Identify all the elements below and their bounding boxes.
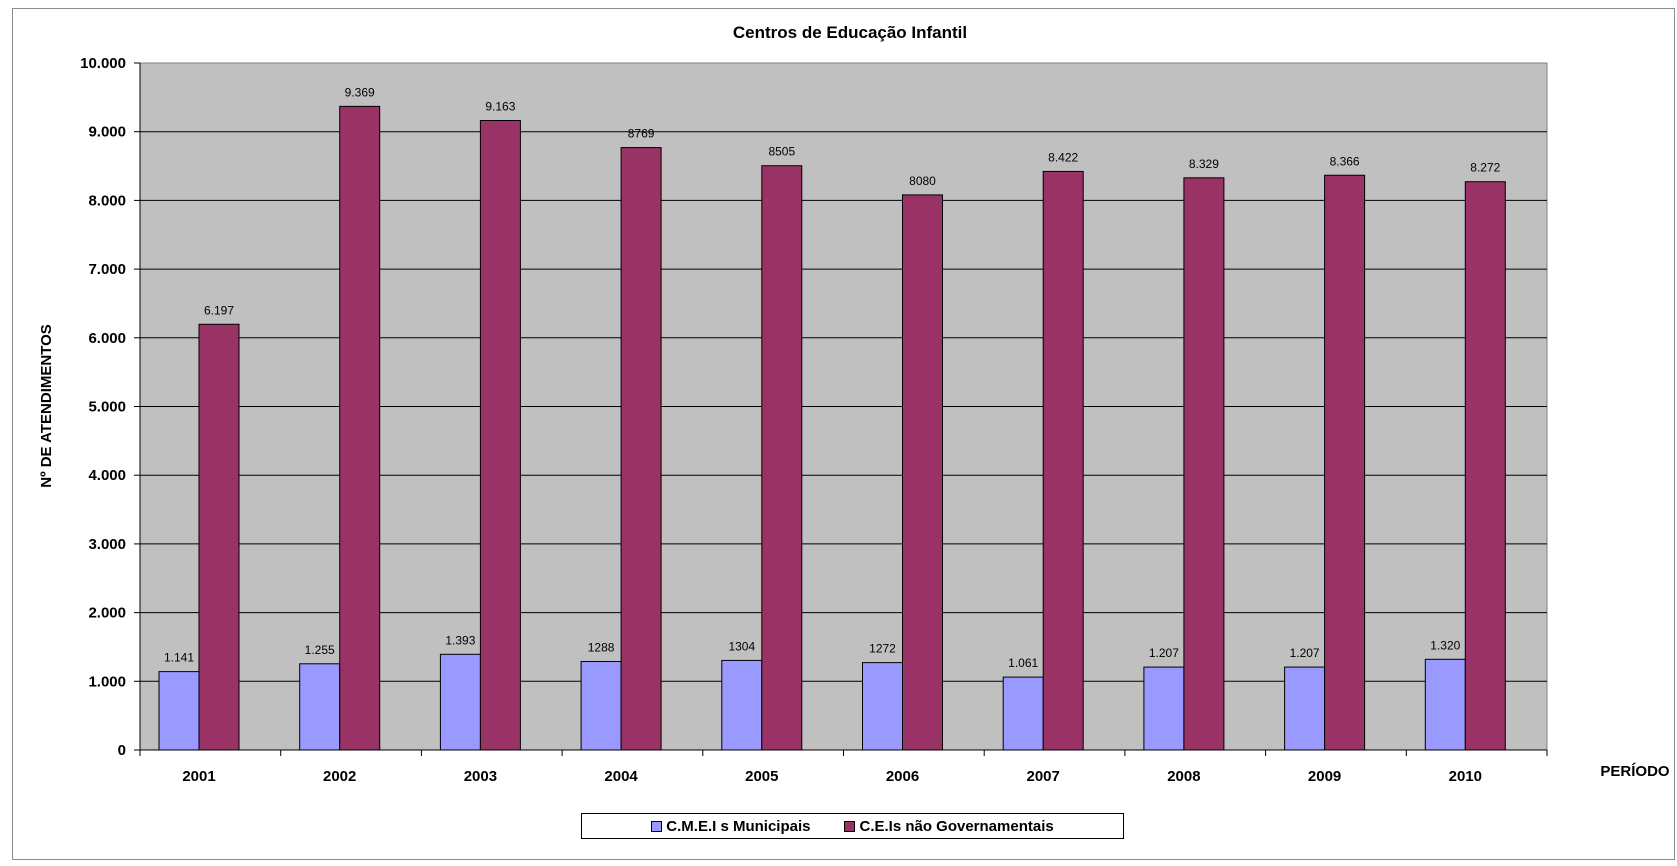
bar-c-m-e-i-s-municipais-2005 bbox=[721, 659, 763, 751]
bar-c-m-e-i-s-municipais-2003 bbox=[439, 653, 481, 751]
y-tick-label-4000: 4.000 bbox=[88, 467, 126, 484]
data-label-c-m-e-i-s-municipais-2004: 1288 bbox=[588, 641, 615, 655]
x-tick-label-2005: 2005 bbox=[745, 768, 778, 785]
bar-c-e-is-nao-governamentais-2007 bbox=[1042, 170, 1084, 751]
x-axis-ticks: 2001 2002 2003 2004 2005 2006 2007 2008 2009 2010 bbox=[139, 749, 1548, 785]
x-tick-label-2010: 2010 bbox=[1449, 768, 1482, 785]
data-label-c-e-is-nao-governamentais-2004: 8769 bbox=[628, 127, 655, 141]
x-tick-label-2002: 2002 bbox=[323, 768, 356, 785]
x-tick-label-2009: 2009 bbox=[1308, 768, 1341, 785]
bars bbox=[158, 105, 1506, 751]
data-label-c-e-is-nao-governamentais-2006: 8080 bbox=[909, 174, 936, 188]
bar-c-m-e-i-s-municipais-2004 bbox=[580, 661, 622, 751]
bar-c-e-is-nao-governamentais-2008 bbox=[1183, 177, 1225, 751]
bar-c-e-is-nao-governamentais-2001 bbox=[198, 323, 240, 751]
y-tick-label-7000: 7.000 bbox=[88, 261, 126, 278]
bar-c-m-e-i-s-municipais-2008 bbox=[1143, 666, 1185, 751]
bar-c-m-e-i-s-municipais-2007 bbox=[1002, 676, 1044, 751]
x-tick-label-2007: 2007 bbox=[1027, 768, 1060, 785]
data-label-c-m-e-i-s-municipais-2002: 1.255 bbox=[305, 643, 335, 657]
y-tick-label-2000: 2.000 bbox=[88, 605, 126, 622]
bar-c-m-e-i-s-municipais-2009 bbox=[1284, 666, 1326, 751]
y-axis-ticks: 0 1.000 2.000 3.000 4.000 5.000 6.000 7.000 8.00… bbox=[80, 55, 141, 759]
x-tick-label-2004: 2004 bbox=[604, 768, 638, 785]
data-label-c-e-is-nao-governamentais-2010: 8.272 bbox=[1470, 161, 1500, 175]
legend-label-municipais: C.M.E.I s Municipais bbox=[666, 817, 811, 835]
data-label-c-e-is-nao-governamentais-2005: 8505 bbox=[768, 145, 795, 159]
legend: C.M.E.I s Municipais C.E.Is não Governam… bbox=[581, 813, 1124, 839]
y-tick-label-5000: 5.000 bbox=[88, 399, 126, 416]
data-label-c-m-e-i-s-municipais-2006: 1272 bbox=[869, 642, 896, 656]
data-labels: 1.141 6.197 1.255 9.369 1.393 9.163 1288 8769 13… bbox=[164, 85, 1501, 670]
bar-c-e-is-nao-governamentais-2010 bbox=[1464, 181, 1506, 751]
y-axis-title: Nº DE ATENDIMENTOS bbox=[38, 324, 55, 488]
data-label-c-e-is-nao-governamentais-2008: 8.329 bbox=[1189, 157, 1219, 171]
data-label-c-e-is-nao-governamentais-2009: 8.366 bbox=[1330, 154, 1360, 168]
y-tick-label-10000: 10.000 bbox=[80, 55, 126, 72]
bar-c-e-is-nao-governamentais-2002 bbox=[339, 105, 381, 751]
data-label-c-e-is-nao-governamentais-2001: 6.197 bbox=[204, 303, 234, 317]
bar-c-e-is-nao-governamentais-2005 bbox=[761, 165, 803, 751]
x-tick-label-2001: 2001 bbox=[182, 768, 215, 785]
y-tick-label-9000: 9.000 bbox=[88, 124, 126, 141]
x-tick-label-2003: 2003 bbox=[464, 768, 497, 785]
bar-c-m-e-i-s-municipais-2006 bbox=[862, 662, 903, 751]
legend-swatch-municipais bbox=[651, 820, 663, 832]
data-label-c-m-e-i-s-municipais-2009: 1.207 bbox=[1290, 646, 1320, 660]
y-tick-label-3000: 3.000 bbox=[88, 536, 126, 553]
bar-c-e-is-nao-governamentais-2009 bbox=[1324, 174, 1366, 751]
bar-c-m-e-i-s-municipais-2001 bbox=[158, 671, 200, 751]
bar-c-e-is-nao-governamentais-2006 bbox=[902, 194, 943, 751]
x-tick-label-2008: 2008 bbox=[1167, 768, 1200, 785]
data-label-c-m-e-i-s-municipais-2005: 1304 bbox=[728, 639, 755, 653]
data-label-c-m-e-i-s-municipais-2008: 1.207 bbox=[1149, 646, 1179, 660]
bar-c-m-e-i-s-municipais-2010 bbox=[1424, 658, 1466, 751]
data-label-c-m-e-i-s-municipais-2001: 1.141 bbox=[164, 651, 194, 665]
y-tick-label-1000: 1.000 bbox=[88, 673, 126, 690]
data-label-c-e-is-nao-governamentais-2007: 8.422 bbox=[1048, 150, 1078, 164]
bar-c-e-is-nao-governamentais-2003 bbox=[479, 120, 521, 751]
data-label-c-m-e-i-s-municipais-2010: 1.320 bbox=[1430, 638, 1460, 652]
chart-title: Centros de Educação Infantil bbox=[733, 23, 967, 42]
x-axis-title: PERÍODO bbox=[1600, 763, 1670, 780]
y-tick-label-0: 0 bbox=[118, 742, 126, 759]
x-tick-label-2006: 2006 bbox=[886, 768, 919, 785]
legend-swatch-nao-governamentais bbox=[844, 820, 856, 832]
data-label-c-m-e-i-s-municipais-2003: 1.393 bbox=[445, 633, 475, 647]
bar-c-m-e-i-s-municipais-2002 bbox=[299, 663, 341, 751]
y-tick-label-6000: 6.000 bbox=[88, 330, 126, 347]
data-label-c-e-is-nao-governamentais-2003: 9.163 bbox=[485, 100, 515, 114]
legend-item-nao-governamentais: C.E.Is não Governamentais bbox=[844, 817, 1054, 835]
data-label-c-e-is-nao-governamentais-2002: 9.369 bbox=[345, 85, 375, 99]
y-tick-label-8000: 8.000 bbox=[88, 192, 126, 209]
legend-item-municipais: C.M.E.I s Municipais bbox=[651, 818, 810, 835]
legend-label-nao-governamentais: C.E.Is não Governamentais bbox=[859, 817, 1054, 835]
bar-c-e-is-nao-governamentais-2004 bbox=[620, 147, 662, 751]
data-label-c-m-e-i-s-municipais-2007: 1.061 bbox=[1008, 656, 1038, 670]
